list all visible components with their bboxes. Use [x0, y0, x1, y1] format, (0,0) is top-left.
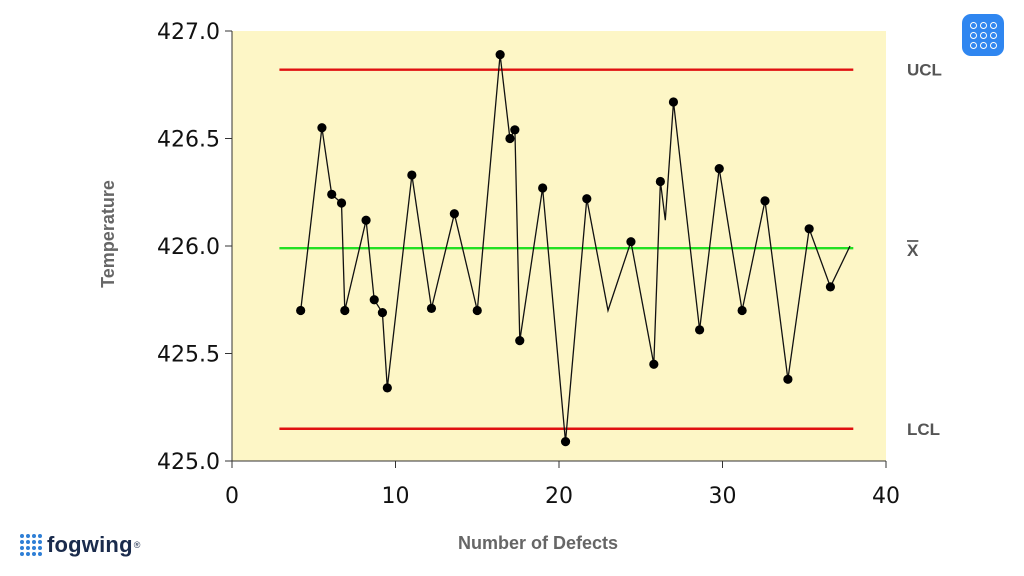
y-tick-label: 425.5 — [157, 343, 220, 368]
data-point — [538, 183, 548, 193]
y-axis-title: Temperature — [98, 180, 118, 288]
data-point — [783, 374, 793, 384]
data-point — [426, 303, 437, 313]
data-point — [649, 359, 659, 369]
data-point — [626, 237, 636, 247]
data-point — [382, 383, 392, 393]
data-point — [296, 305, 306, 316]
data-point — [340, 305, 350, 316]
data-point — [361, 215, 371, 225]
y-tick-label: 426.5 — [157, 128, 220, 153]
y-tick-label: 425.0 — [157, 450, 220, 475]
data-point — [655, 176, 665, 187]
x-tick-label: 30 — [709, 484, 737, 509]
data-point — [449, 209, 459, 219]
data-point — [505, 133, 515, 144]
brand-name: fogwing — [47, 532, 133, 557]
data-point — [377, 308, 388, 318]
fogwing-brand: fogwing ® — [20, 530, 140, 560]
data-point — [668, 97, 679, 107]
data-point — [714, 164, 724, 174]
data-point — [317, 123, 327, 133]
data-point — [515, 336, 525, 346]
brand-reg-mark: ® — [133, 540, 141, 550]
series-line — [300, 54, 851, 442]
grid-app-icon[interactable] — [962, 14, 1004, 56]
control-label-x: X — [907, 241, 919, 260]
data-point — [495, 50, 505, 60]
data-point — [336, 198, 347, 208]
x-tick-label: 10 — [382, 484, 410, 509]
data-point — [472, 305, 482, 316]
data-point — [825, 282, 836, 292]
data-point — [369, 295, 379, 305]
plot-area — [232, 31, 886, 461]
x-axis-title: Number of Defects — [458, 533, 618, 553]
x-tick-label: 40 — [872, 484, 900, 509]
fogwing-logo-icon — [20, 534, 42, 556]
data-point — [760, 196, 770, 206]
data-point — [407, 170, 417, 180]
data-point — [327, 189, 337, 199]
control-label-ucl: UCL — [907, 61, 942, 80]
y-tick-label: 426.0 — [157, 235, 220, 260]
data-point — [510, 125, 520, 135]
control-label-lcl: LCL — [907, 420, 940, 439]
x-tick-label: 20 — [545, 484, 573, 509]
data-point — [804, 224, 814, 234]
y-tick-label: 427.0 — [157, 20, 220, 45]
data-point — [560, 437, 571, 447]
data-point — [695, 325, 705, 335]
x-tick-label: 0 — [225, 484, 239, 509]
data-point — [582, 194, 592, 204]
data-point — [737, 305, 747, 316]
